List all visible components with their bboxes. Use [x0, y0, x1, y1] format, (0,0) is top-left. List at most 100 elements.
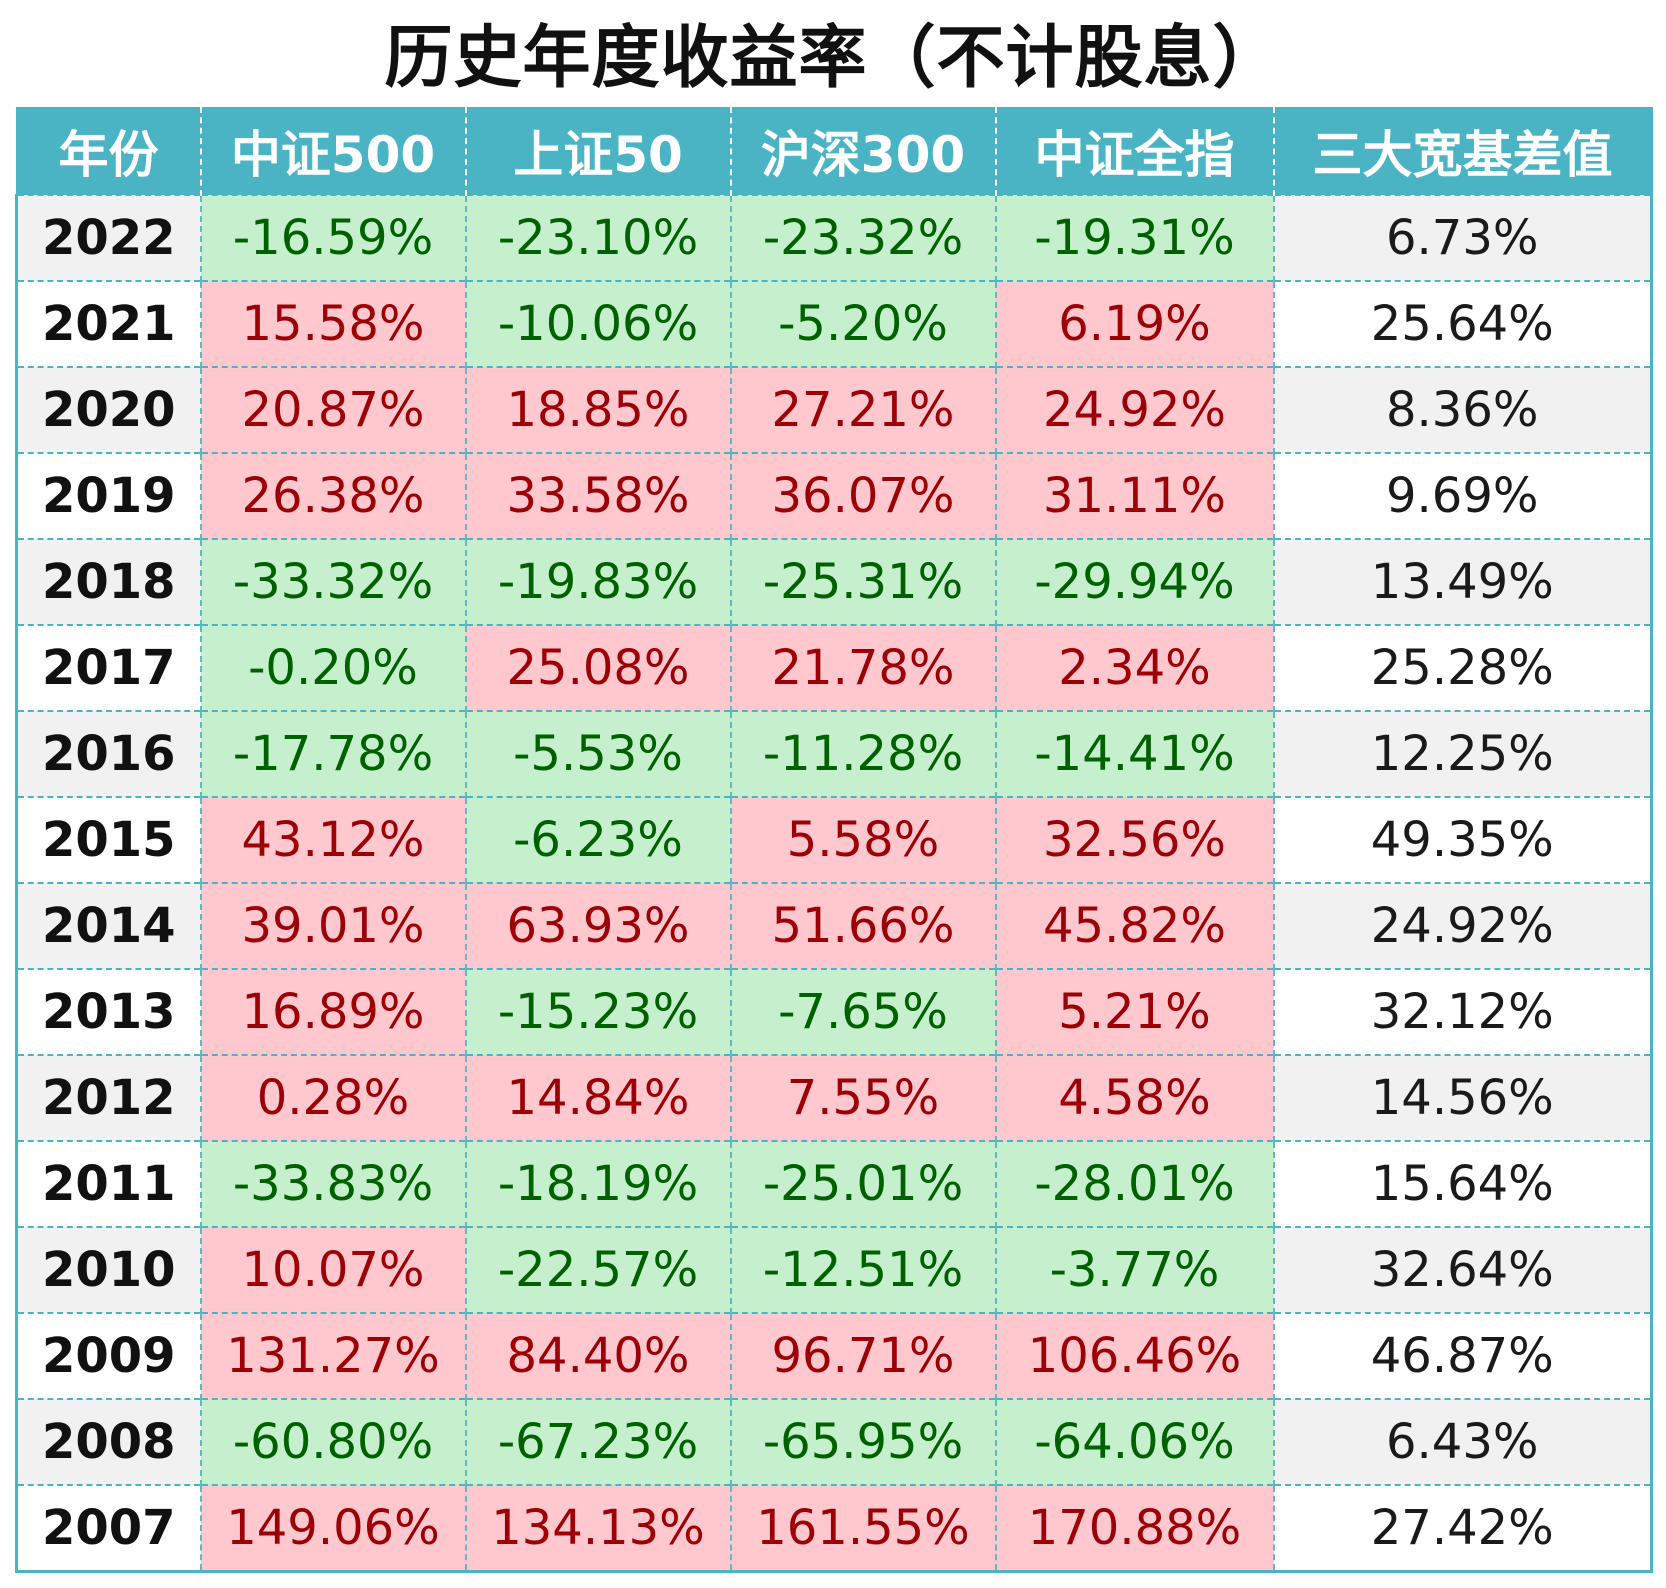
cell-sse50: 134.13%: [464, 1484, 732, 1573]
cell-spread: 14.56%: [1272, 1054, 1653, 1141]
cell-sse50: 18.85%: [464, 366, 732, 453]
header-csi-all: 中证全指: [994, 107, 1275, 195]
cell-spread: 6.73%: [1272, 194, 1653, 281]
cell-sse50: -18.19%: [464, 1140, 732, 1227]
cell-csi-all: -14.41%: [994, 710, 1275, 797]
cell-csi300: 5.58%: [729, 796, 997, 883]
year-cell: 2008: [15, 1398, 202, 1485]
cell-csi300: -12.51%: [729, 1226, 997, 1313]
cell-csi300: 161.55%: [729, 1484, 997, 1573]
cell-csi500: 0.28%: [199, 1054, 467, 1141]
cell-csi-all: 32.56%: [994, 796, 1275, 883]
year-cell: 2020: [15, 366, 202, 453]
year-cell: 2019: [15, 452, 202, 539]
table-row: 2012 0.28% 14.84% 7.55% 4.58% 14.56%: [15, 1054, 1653, 1141]
cell-spread: 25.28%: [1272, 624, 1653, 711]
table-body: 2022 -16.59% -23.10% -23.32% -19.31% 6.73% 202…: [15, 194, 1653, 1573]
page-title: 历史年度收益率（不计股息）: [384, 19, 1282, 98]
cell-csi300: -5.20%: [729, 280, 997, 367]
cell-sse50: -23.10%: [464, 194, 732, 281]
header-sse50: 上证50: [464, 107, 732, 195]
year-cell: 2022: [15, 194, 202, 281]
cell-csi-all: -3.77%: [994, 1226, 1275, 1313]
cell-sse50: -15.23%: [464, 968, 732, 1055]
cell-spread: 15.64%: [1272, 1140, 1653, 1227]
cell-csi500: 39.01%: [199, 882, 467, 969]
cell-csi300: -11.28%: [729, 710, 997, 797]
cell-csi-all: -64.06%: [994, 1398, 1275, 1485]
cell-csi-all: 31.11%: [994, 452, 1275, 539]
year-cell: 2017: [15, 624, 202, 711]
table-row: 2013 16.89% -15.23% -7.65% 5.21% 32.12%: [15, 968, 1653, 1055]
cell-csi300: 27.21%: [729, 366, 997, 453]
cell-csi300: 51.66%: [729, 882, 997, 969]
cell-csi500: 149.06%: [199, 1484, 467, 1573]
year-cell: 2010: [15, 1226, 202, 1313]
cell-csi-all: 45.82%: [994, 882, 1275, 969]
cell-csi500: 43.12%: [199, 796, 467, 883]
cell-sse50: -6.23%: [464, 796, 732, 883]
cell-spread: 46.87%: [1272, 1312, 1653, 1399]
cell-spread: 32.12%: [1272, 968, 1653, 1055]
year-cell: 2011: [15, 1140, 202, 1227]
cell-sse50: -5.53%: [464, 710, 732, 797]
cell-csi-all: 2.34%: [994, 624, 1275, 711]
cell-csi-all: -19.31%: [994, 194, 1275, 281]
cell-sse50: 25.08%: [464, 624, 732, 711]
cell-csi-all: 6.19%: [994, 280, 1275, 367]
cell-spread: 13.49%: [1272, 538, 1653, 625]
cell-csi500: -17.78%: [199, 710, 467, 797]
table-row: 2007 149.06% 134.13% 161.55% 170.88% 27.42%: [15, 1484, 1653, 1573]
year-cell: 2009: [15, 1312, 202, 1399]
table-row: 2010 10.07% -22.57% -12.51% -3.77% 32.64%: [15, 1226, 1653, 1313]
cell-sse50: 84.40%: [464, 1312, 732, 1399]
header-csi500: 中证500: [199, 107, 467, 195]
cell-sse50: 63.93%: [464, 882, 732, 969]
cell-csi300: 36.07%: [729, 452, 997, 539]
cell-csi500: -60.80%: [199, 1398, 467, 1485]
cell-csi500: 10.07%: [199, 1226, 467, 1313]
cell-csi500: 20.87%: [199, 366, 467, 453]
cell-sse50: 14.84%: [464, 1054, 732, 1141]
table-row: 2017 -0.20% 25.08% 21.78% 2.34% 25.28%: [15, 624, 1653, 711]
table-row: 2011 -33.83% -18.19% -25.01% -28.01% 15.64%: [15, 1140, 1653, 1227]
cell-csi500: -33.32%: [199, 538, 467, 625]
cell-csi300: 96.71%: [729, 1312, 997, 1399]
table-row: 2021 15.58% -10.06% -5.20% 6.19% 25.64%: [15, 280, 1653, 367]
cell-csi-all: 24.92%: [994, 366, 1275, 453]
year-cell: 2013: [15, 968, 202, 1055]
cell-csi-all: -28.01%: [994, 1140, 1275, 1227]
table-row: 2009 131.27% 84.40% 96.71% 106.46% 46.87%: [15, 1312, 1653, 1399]
header-year: 年份: [15, 107, 202, 195]
cell-spread: 12.25%: [1272, 710, 1653, 797]
table-row: 2016 -17.78% -5.53% -11.28% -14.41% 12.25%: [15, 710, 1653, 797]
cell-csi300: 21.78%: [729, 624, 997, 711]
cell-csi500: 131.27%: [199, 1312, 467, 1399]
cell-csi300: -7.65%: [729, 968, 997, 1055]
year-cell: 2014: [15, 882, 202, 969]
cell-csi300: 7.55%: [729, 1054, 997, 1141]
table-row: 2018 -33.32% -19.83% -25.31% -29.94% 13.49%: [15, 538, 1653, 625]
table-row: 2020 20.87% 18.85% 27.21% 24.92% 8.36%: [15, 366, 1653, 453]
cell-csi300: -25.01%: [729, 1140, 997, 1227]
cell-spread: 25.64%: [1272, 280, 1653, 367]
cell-csi-all: 106.46%: [994, 1312, 1275, 1399]
table-row: 2008 -60.80% -67.23% -65.95% -64.06% 6.43%: [15, 1398, 1653, 1485]
year-cell: 2018: [15, 538, 202, 625]
table-row: 2022 -16.59% -23.10% -23.32% -19.31% 6.73%: [15, 194, 1653, 281]
cell-spread: 27.42%: [1272, 1484, 1653, 1573]
table-header-row: 年份 中证500 上证50 沪深300 中证全指 三大宽基差值: [15, 107, 1653, 195]
cell-spread: 49.35%: [1272, 796, 1653, 883]
cell-spread: 8.36%: [1272, 366, 1653, 453]
cell-sse50: -22.57%: [464, 1226, 732, 1313]
cell-csi500: -16.59%: [199, 194, 467, 281]
cell-csi300: -65.95%: [729, 1398, 997, 1485]
cell-csi-all: 4.58%: [994, 1054, 1275, 1141]
year-cell: 2021: [15, 280, 202, 367]
year-cell: 2016: [15, 710, 202, 797]
year-cell: 2007: [15, 1484, 202, 1573]
year-cell: 2015: [15, 796, 202, 883]
cell-sse50: -67.23%: [464, 1398, 732, 1485]
cell-spread: 24.92%: [1272, 882, 1653, 969]
annual-returns-table: 年份 中证500 上证50 沪深300 中证全指 三大宽基差值 2022 -16.…: [15, 107, 1653, 1573]
